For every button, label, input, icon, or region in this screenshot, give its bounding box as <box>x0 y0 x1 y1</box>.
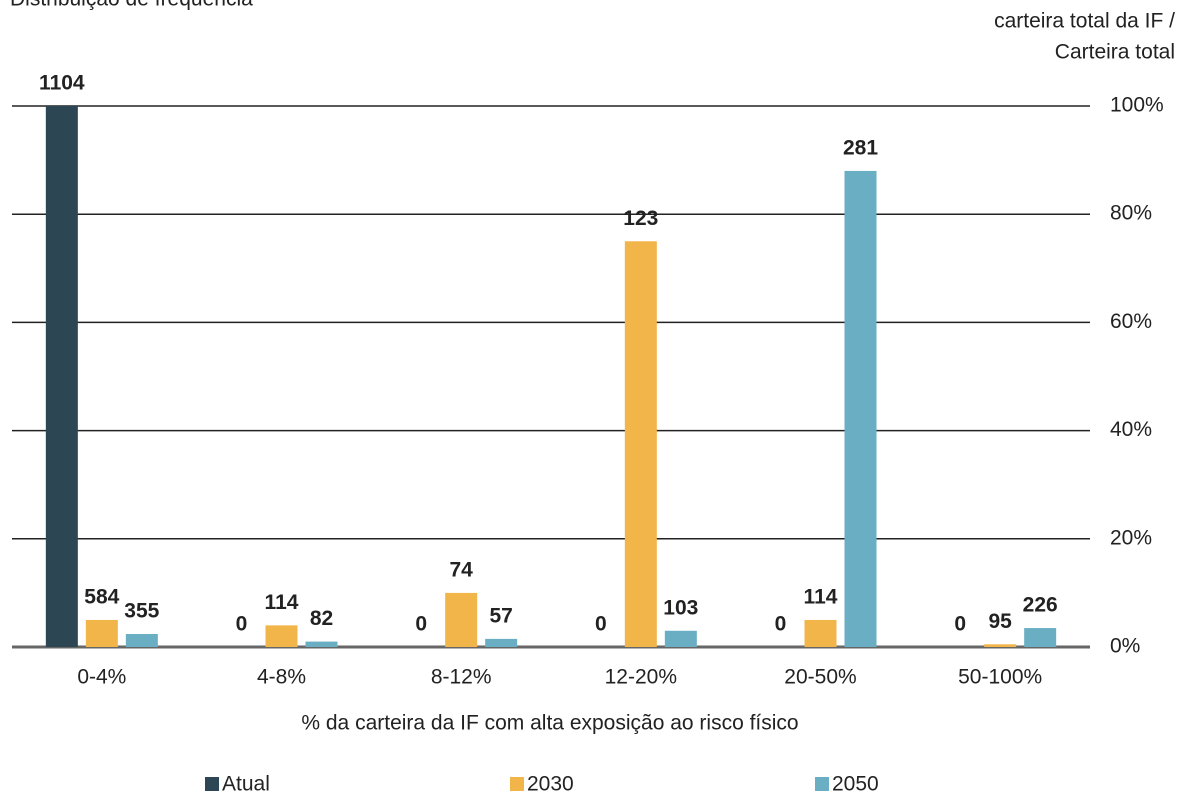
legend-swatch <box>205 777 219 791</box>
count-label: 103 <box>663 596 698 619</box>
legend-swatch <box>510 777 524 791</box>
bar <box>45 106 78 647</box>
count-label: 0 <box>954 613 966 636</box>
count-label: 114 <box>804 585 838 608</box>
y-axis-title: Distribuição de frequência <box>10 0 253 11</box>
y2-tick-label: 60% <box>1110 310 1152 333</box>
bar <box>804 619 837 647</box>
count-label: 226 <box>1023 594 1058 617</box>
count-label: 0 <box>415 613 427 636</box>
bar <box>445 592 478 647</box>
count-label: 355 <box>124 600 159 623</box>
x-tick-label: 20-50% <box>784 666 856 689</box>
x-tick-label: 4-8% <box>257 666 306 689</box>
x-tick-label: 8-12% <box>431 666 492 689</box>
count-label: 584 <box>84 585 119 608</box>
y2-axis-title: carteira total da IF / <box>994 10 1175 33</box>
y2-tick-label: 0% <box>1110 635 1140 658</box>
y2-tick-label: 100% <box>1110 94 1164 117</box>
count-label: 0 <box>236 613 248 636</box>
bar <box>844 170 877 648</box>
y2-axis-title: Carteira total <box>1055 41 1175 64</box>
count-label: 82 <box>310 607 333 630</box>
bar <box>664 630 697 647</box>
bar <box>265 625 298 647</box>
x-tick-label: 0-4% <box>77 666 126 689</box>
count-label: 74 <box>449 558 473 581</box>
x-tick-label: 50-100% <box>958 666 1042 689</box>
bar <box>1024 628 1057 647</box>
count-label: 1104 <box>39 72 85 95</box>
y2-tick-label: 80% <box>1110 202 1152 225</box>
count-label: 0 <box>775 613 787 636</box>
legend-label: 2030 <box>527 773 574 796</box>
x-axis-title: % da carteira da IF com alta exposição a… <box>301 712 798 735</box>
count-label: 57 <box>489 604 512 627</box>
bar <box>305 641 338 647</box>
bar <box>485 638 518 647</box>
count-label: 114 <box>265 591 299 614</box>
legend-label: 2050 <box>832 773 879 796</box>
legend-swatch <box>815 777 829 791</box>
bar <box>984 644 1017 647</box>
count-label: 123 <box>623 207 658 230</box>
x-tick-label: 12-20% <box>605 666 677 689</box>
bar <box>624 241 657 647</box>
y2-tick-label: 20% <box>1110 526 1152 549</box>
bar <box>85 619 118 647</box>
y2-tick-label: 40% <box>1110 418 1152 441</box>
bar <box>125 634 158 647</box>
legend-label: Atual <box>222 773 270 796</box>
count-label: 0 <box>595 613 607 636</box>
count-label: 281 <box>843 136 878 159</box>
count-label: 95 <box>988 610 1012 633</box>
